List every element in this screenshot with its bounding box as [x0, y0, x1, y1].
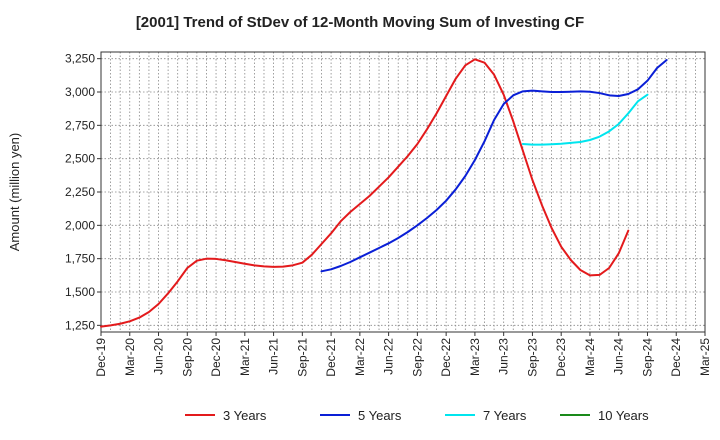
series-line-7-years: [521, 93, 649, 146]
y-tick-label: 2,500: [65, 152, 95, 166]
x-tick-label: Sep-23: [525, 338, 539, 377]
legend-label-7-years: 7 Years: [483, 408, 527, 423]
x-tick-label: Jun-20: [152, 338, 166, 375]
x-tick-label: Sep-20: [180, 338, 194, 377]
y-tick-label: 3,250: [65, 52, 95, 66]
chart-title: [2001] Trend of StDev of 12-Month Moving…: [135, 14, 585, 31]
y-axis-label: Amount (million yen): [7, 133, 22, 252]
y-tick-label: 3,000: [65, 85, 95, 99]
legend: 3 Years 5 Years 7 Years 10 Years: [185, 408, 649, 423]
x-tick-label: Dec-21: [324, 338, 338, 377]
legend-label-10-years: 10 Years: [598, 408, 649, 423]
x-tick-label: Dec-22: [439, 338, 453, 377]
x-tick-label: Dec-24: [669, 338, 683, 377]
x-tick-label: Sep-21: [295, 338, 309, 377]
x-tick-label: Sep-22: [410, 338, 424, 377]
x-tick-label: Jun-21: [267, 338, 281, 375]
x-tick-label: Mar-25: [698, 338, 712, 376]
y-tick-label: 2,000: [65, 218, 95, 232]
series-line-5-years: [320, 59, 668, 273]
tick-labels: 1,250 1,500 1,750 2,000 2,250 2,500 2,750 3,000…: [65, 52, 712, 377]
legend-label-5-years: 5 Years: [358, 408, 402, 423]
y-tick-label: 1,250: [65, 318, 95, 332]
y-tick-label: 2,250: [65, 185, 95, 199]
y-tick-label: 1,500: [65, 285, 95, 299]
x-tick-label: Mar-20: [123, 338, 137, 376]
x-tick-label: Mar-22: [353, 338, 367, 376]
x-tick-label: Jun-24: [612, 338, 626, 375]
x-tick-label: Dec-19: [94, 338, 108, 377]
x-tick-label: Jun-23: [497, 338, 511, 375]
x-tick-label: Mar-23: [468, 338, 482, 376]
legend-label-3-years: 3 Years: [223, 408, 267, 423]
x-tick-label: Mar-21: [238, 338, 252, 376]
x-tick-label: Mar-24: [583, 338, 597, 376]
x-tick-label: Sep-24: [640, 338, 654, 377]
y-tick-label: 2,750: [65, 118, 95, 132]
axes: [97, 51, 706, 336]
x-tick-label: Jun-22: [382, 338, 396, 375]
y-tick-label: 1,750: [65, 252, 95, 266]
grid-lines: [100, 52, 706, 332]
series-line-3-years: [100, 58, 630, 328]
x-tick-label: Dec-23: [554, 338, 568, 377]
x-tick-label: Dec-20: [209, 338, 223, 377]
series-lines: [100, 58, 668, 328]
